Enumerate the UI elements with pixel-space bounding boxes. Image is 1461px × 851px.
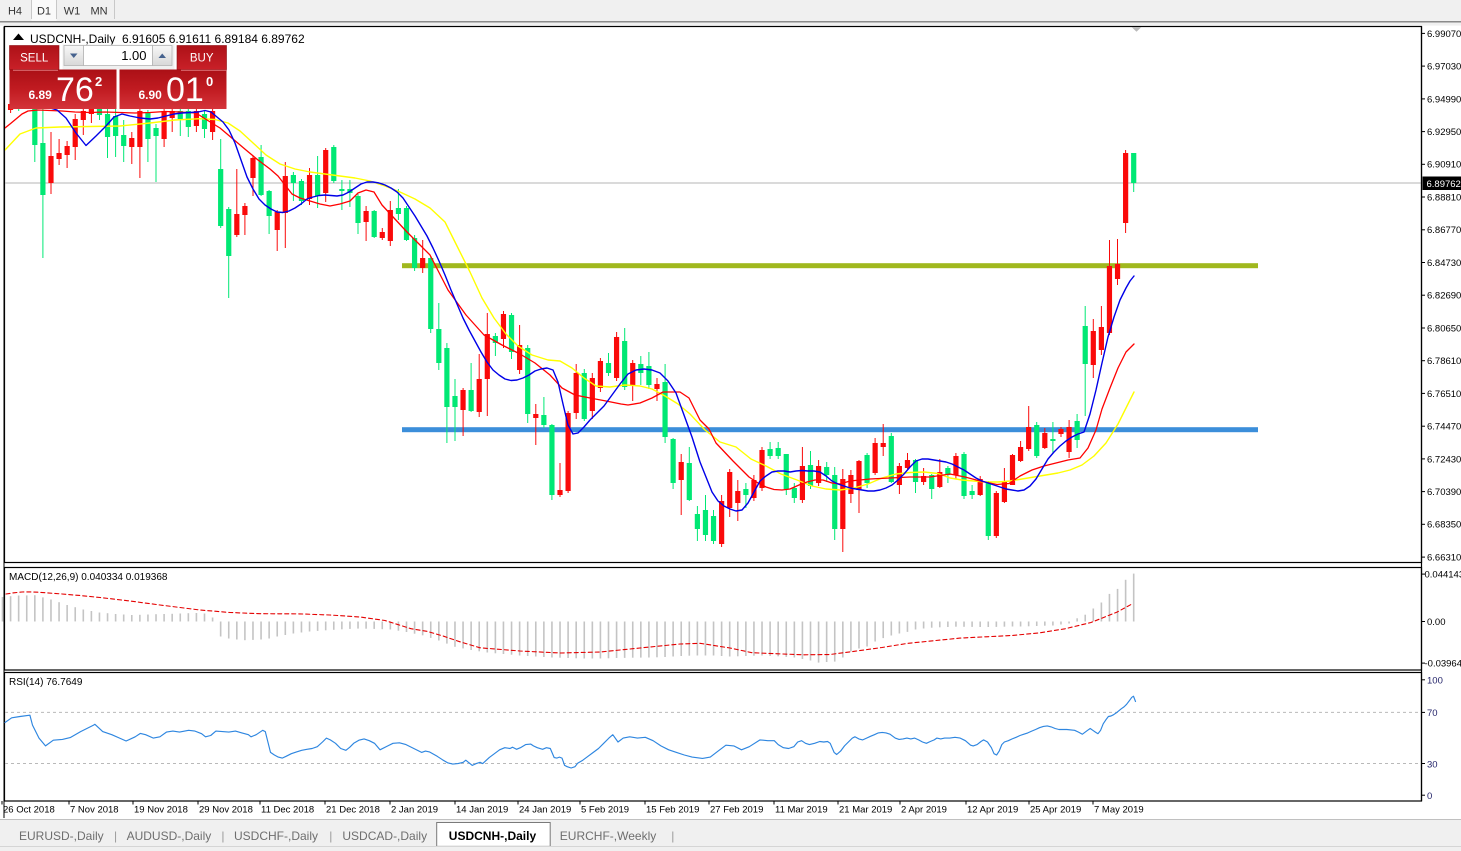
svg-text:SELL: SELL: [20, 53, 49, 65]
svg-text:6.78610: 6.78610: [1427, 356, 1461, 367]
svg-text:6.72430: 6.72430: [1427, 454, 1461, 465]
svg-text:|: |: [114, 829, 117, 843]
svg-text:6.92950: 6.92950: [1427, 127, 1461, 138]
svg-text:6.84730: 6.84730: [1427, 258, 1461, 269]
svg-text:7 Nov 2018: 7 Nov 2018: [70, 805, 119, 816]
svg-text:-0.03964: -0.03964: [1425, 659, 1461, 670]
svg-text:BUY: BUY: [190, 53, 214, 65]
svg-text:|: |: [329, 829, 332, 843]
svg-text:EURCHF-,Weekly: EURCHF-,Weekly: [560, 829, 656, 843]
svg-text:25 Apr 2019: 25 Apr 2019: [1030, 805, 1081, 816]
svg-text:D1: D1: [37, 6, 51, 18]
svg-text:70: 70: [1427, 708, 1438, 719]
svg-text:AUDUSD-,Daily: AUDUSD-,Daily: [127, 829, 212, 843]
svg-text:W1: W1: [64, 6, 81, 18]
svg-text:7 May 2019: 7 May 2019: [1094, 805, 1144, 816]
svg-text:6.68350: 6.68350: [1427, 520, 1461, 531]
svg-text:6.80650: 6.80650: [1427, 323, 1461, 334]
svg-text:RSI(14) 76.7649: RSI(14) 76.7649: [9, 677, 83, 688]
svg-text:01: 01: [166, 71, 204, 109]
svg-text:24 Jan 2019: 24 Jan 2019: [519, 805, 571, 816]
svg-text:0.00: 0.00: [1427, 617, 1446, 628]
svg-text:21 Mar 2019: 21 Mar 2019: [839, 805, 892, 816]
svg-text:11 Mar 2019: 11 Mar 2019: [775, 805, 828, 816]
svg-text:USDCHF-,Daily: USDCHF-,Daily: [234, 829, 318, 843]
svg-text:6.70390: 6.70390: [1427, 487, 1461, 498]
svg-text:6.90910: 6.90910: [1427, 160, 1461, 171]
svg-text:|: |: [671, 829, 674, 843]
svg-text:6.74470: 6.74470: [1427, 422, 1461, 433]
svg-text:19 Nov 2018: 19 Nov 2018: [134, 805, 188, 816]
svg-text:6.88810: 6.88810: [1427, 192, 1461, 203]
svg-text:2 Apr 2019: 2 Apr 2019: [901, 805, 947, 816]
svg-text:2 Jan 2019: 2 Jan 2019: [391, 805, 438, 816]
svg-text:6.99070: 6.99070: [1427, 29, 1461, 40]
svg-text:5 Feb 2019: 5 Feb 2019: [581, 805, 629, 816]
svg-text:EURUSD-,Daily: EURUSD-,Daily: [19, 829, 104, 843]
svg-text:USDCAD-,Daily: USDCAD-,Daily: [342, 829, 427, 843]
svg-text:29 Nov 2018: 29 Nov 2018: [199, 805, 253, 816]
svg-text:6.89: 6.89: [29, 88, 53, 102]
svg-text:6.82690: 6.82690: [1427, 291, 1461, 302]
svg-text:MN: MN: [90, 6, 107, 18]
svg-text:6.66310: 6.66310: [1427, 553, 1461, 564]
svg-text:|: |: [221, 829, 224, 843]
svg-text:USDCNH-,Daily 6.91605 6.91611: USDCNH-,Daily 6.91605 6.91611 6.89184 6.…: [30, 32, 305, 46]
svg-text:6.90: 6.90: [139, 88, 163, 102]
svg-text:6.86770: 6.86770: [1427, 225, 1461, 236]
svg-text:USDCNH-,Daily: USDCNH-,Daily: [449, 829, 537, 843]
svg-text:21 Dec 2018: 21 Dec 2018: [326, 805, 380, 816]
svg-text:11 Dec 2018: 11 Dec 2018: [261, 805, 314, 816]
svg-text:MACD(12,26,9) 0.040334 0.01936: MACD(12,26,9) 0.040334 0.019368: [9, 572, 168, 583]
svg-text:100: 100: [1427, 676, 1443, 687]
svg-text:1.00: 1.00: [121, 48, 146, 63]
svg-text:6.76510: 6.76510: [1427, 389, 1461, 400]
svg-text:2: 2: [95, 74, 102, 89]
svg-text:14 Jan 2019: 14 Jan 2019: [456, 805, 508, 816]
svg-text:H4: H4: [8, 6, 22, 18]
svg-text:6.97030: 6.97030: [1427, 62, 1461, 73]
svg-text:30: 30: [1427, 759, 1438, 770]
svg-text:0: 0: [206, 74, 213, 89]
svg-text:76: 76: [56, 71, 94, 109]
svg-text:6.94990: 6.94990: [1427, 94, 1461, 105]
svg-text:0.044143: 0.044143: [1425, 570, 1461, 581]
svg-text:0: 0: [1427, 791, 1432, 802]
svg-text:26 Oct 2018: 26 Oct 2018: [3, 805, 55, 816]
svg-text:27 Feb 2019: 27 Feb 2019: [710, 805, 763, 816]
svg-text:15 Feb 2019: 15 Feb 2019: [646, 805, 699, 816]
svg-text:6.89762: 6.89762: [1427, 179, 1461, 190]
svg-text:12 Apr 2019: 12 Apr 2019: [967, 805, 1018, 816]
